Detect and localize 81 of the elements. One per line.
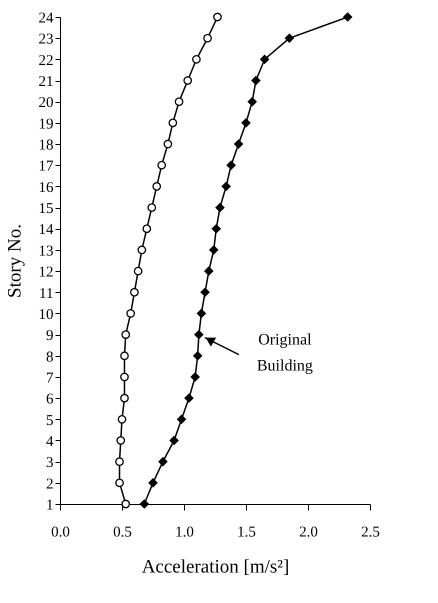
point — [134, 266, 142, 276]
y-tick-label: 16 — [38, 180, 54, 196]
point — [120, 394, 129, 402]
point — [215, 203, 224, 212]
point — [204, 266, 214, 276]
point — [130, 288, 139, 297]
y-tick-label: 22 — [38, 52, 54, 69]
point — [176, 414, 186, 424]
point — [196, 308, 206, 318]
point — [164, 140, 172, 148]
y-axis-title: Story No. — [4, 224, 26, 298]
y-tick-label: 13 — [38, 243, 54, 260]
y-tick-label: 11 — [39, 286, 54, 302]
point — [251, 76, 260, 86]
x-tick-label: 1.0 — [175, 524, 194, 540]
point — [140, 499, 149, 509]
point — [147, 203, 156, 212]
point — [222, 182, 231, 191]
y-tick-label: 24 — [38, 10, 54, 26]
point — [212, 224, 221, 234]
point — [148, 478, 158, 488]
y-tick-label: 18 — [38, 138, 54, 154]
y-tick-label: 17 — [38, 158, 54, 175]
point — [343, 12, 352, 22]
y-tick-label: 10 — [38, 306, 54, 323]
y-tick-label: 21 — [38, 74, 54, 90]
point — [260, 54, 270, 64]
x-tick-label: 1.5 — [237, 524, 256, 540]
point — [120, 372, 129, 382]
y-tick-label: 3 — [46, 455, 54, 472]
y-tick-label: 14 — [38, 222, 54, 238]
annotation: Original Building — [256, 332, 313, 375]
point — [200, 288, 210, 297]
point — [137, 246, 146, 254]
point — [284, 34, 294, 43]
point — [120, 351, 129, 360]
y-tick-label: 20 — [38, 95, 54, 112]
y-tick-label: 9 — [46, 328, 54, 344]
y-tick-label: 12 — [38, 264, 54, 281]
point — [184, 394, 194, 403]
point — [226, 160, 236, 170]
point — [115, 478, 124, 488]
y-tick-label: 8 — [46, 349, 54, 366]
y-tick-label: 23 — [38, 32, 54, 48]
point — [170, 436, 179, 445]
point — [241, 118, 251, 128]
point — [209, 245, 218, 254]
point — [168, 118, 178, 128]
x-tick-label: 0.0 — [51, 524, 70, 540]
y-tick-label: 2 — [46, 476, 54, 492]
point — [174, 97, 184, 106]
point — [192, 54, 201, 64]
y-tick-label: 6 — [46, 392, 54, 408]
point — [116, 436, 126, 445]
x-axis-title: Acceleration [m/s²] — [142, 556, 290, 578]
point — [118, 414, 126, 424]
point — [121, 500, 130, 508]
point — [183, 76, 192, 85]
point — [152, 182, 162, 191]
point — [157, 160, 166, 170]
point — [193, 351, 202, 360]
x-tick-label: 2.5 — [361, 524, 380, 540]
point — [248, 97, 257, 106]
y-tick-label: 4 — [46, 434, 54, 450]
point — [213, 12, 222, 22]
point — [203, 34, 212, 43]
y-tick-label: 7 — [46, 370, 54, 386]
point — [158, 457, 168, 466]
y-tick-label: 15 — [38, 201, 54, 218]
point — [121, 330, 130, 339]
point — [190, 372, 200, 382]
point — [194, 330, 204, 340]
point — [234, 140, 244, 149]
x-tick-label: 2.0 — [299, 524, 318, 540]
point — [115, 457, 124, 466]
y-tick-label: 1 — [46, 498, 54, 514]
y-tick-label: 5 — [46, 412, 54, 429]
point — [126, 309, 136, 318]
y-tick-label: 19 — [38, 116, 54, 132]
point — [142, 224, 152, 234]
x-tick-label: 0.5 — [113, 524, 132, 540]
